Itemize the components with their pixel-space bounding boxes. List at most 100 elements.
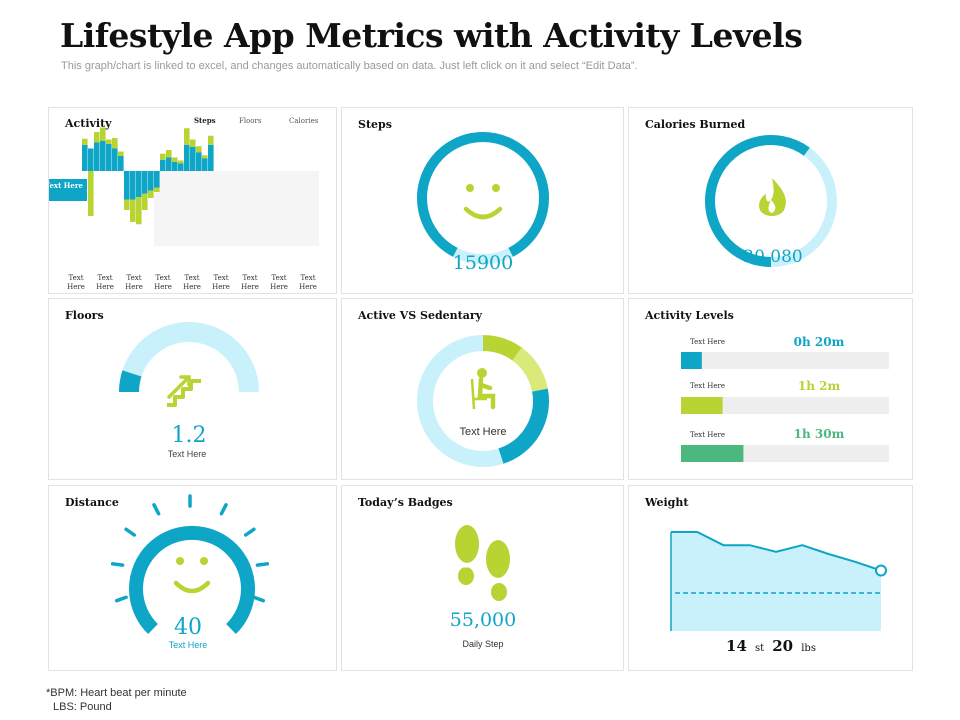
weight-end-marker [875,564,887,577]
steps-value: 15900 [453,252,513,274]
level-fill-3 [681,445,744,462]
weight-lbs-value: 20 [772,637,793,655]
activity-chart[interactable]: Steps Floors Calories Text Here TextHere… [49,108,338,295]
level-label-1: Text Here [690,338,725,346]
sun-ray-8 [252,595,266,603]
smile-left-eye [466,184,474,192]
bar-calories-1 [88,171,94,216]
smile-left-eye-2 [176,557,184,565]
bar-calories-19 [196,146,202,153]
stairs-arrow-icon [167,375,191,399]
steps-card[interactable]: Steps 15900 [341,107,624,294]
legend-calories: Calories [289,117,319,125]
sun-ray-6 [243,527,256,537]
floors-sub: Text Here [168,449,207,459]
active-center-label: Text Here [459,426,506,438]
steps-title: Steps [358,118,392,131]
stairs-icon [167,379,201,407]
bar-steps-12 [154,171,160,188]
distance-value: 40 [174,615,202,640]
level-value-3: 1h 30m [794,427,845,441]
bar-calories-17 [184,128,190,145]
x-tick-label-8: Text [300,274,315,282]
footnote-bpm: *BPM: Heart beat per minute [46,687,187,699]
sun-ray-2 [124,527,137,537]
bar-calories-15 [172,157,178,162]
distance-gauge: 40 Text Here [110,494,270,650]
bar-calories-16 [178,160,184,164]
x-tick-label-3-line2: Here [154,283,172,291]
bar-calories-4 [106,139,112,144]
active-card[interactable]: Active VS Sedentary Text Here [341,298,624,480]
activity-callout-text: Text Here [49,181,83,190]
donut-segment-3 [417,335,504,467]
weight-st-unit: st [755,643,764,654]
bar-steps-21 [208,144,214,171]
bar-calories-14 [166,150,172,158]
floors-arc-progress [119,370,142,393]
x-tick-label-8-line2: Here [299,283,317,291]
x-tick-label-0-line2: Here [67,283,85,291]
bar-steps-19 [196,152,202,171]
bar-calories-3 [100,127,106,141]
bar-steps-5 [112,148,118,171]
distance-arc [129,525,255,635]
weight-card[interactable]: Weight 14 st 20 lbs [628,485,913,671]
calories-value: 20,080 [743,247,802,267]
level-fill-2 [681,397,723,414]
x-tick-label-0: Text [68,274,83,282]
chair-icon [470,378,487,410]
footprints-icon [455,525,510,601]
sun-ray-3 [152,503,161,516]
activity-card[interactable]: Activity Steps Floors Calories Text Here… [48,107,337,294]
donut-segment-2 [498,388,549,464]
legend-floors: Floors [239,117,262,125]
steps-gauge: 15900 [417,132,549,274]
level-value-1: 0h 20m [794,335,845,349]
level-fill-1 [681,352,702,369]
badges-card[interactable]: Today’s Badges 55,000 Daily Step [341,485,624,671]
floors-gauge: 1.2 Text Here [119,322,259,459]
x-tick-label-2: Text [126,274,141,282]
person-body-icon [477,376,496,410]
level-label-2: Text Here [690,382,725,390]
distance-sub: Text Here [169,640,208,650]
smile-right-eye-2 [200,557,208,565]
sun-ray-0 [114,595,128,603]
smile-right-eye [492,184,500,192]
bar-calories-12 [154,187,160,192]
levels-card[interactable]: Activity Levels Text Here 0h 20m Text He… [628,298,913,480]
bar-steps-3 [100,141,106,171]
bar-steps-6 [118,156,124,171]
bar-steps-14 [166,157,172,171]
distance-card[interactable]: Distance 40 Text Here [48,485,337,671]
floors-card[interactable]: Floors 1.2 Text Here [48,298,337,480]
bar-steps-15 [172,162,178,171]
bar-steps-1 [88,148,94,171]
smile-mouth-2 [173,580,211,594]
donut-segment-0 [482,335,522,361]
badges-title: Today’s Badges [358,496,453,509]
weight-chart: 14 st 20 lbs [670,531,887,655]
donut-segment-1 [512,347,548,393]
floors-arc-track [119,322,259,393]
levels-title: Activity Levels [645,309,734,322]
badges-value: 55,000 [450,609,516,631]
bar-steps-8 [130,171,136,200]
x-tick-label-7: Text [271,274,286,282]
x-tick-label-2-line2: Here [125,283,143,291]
bar-steps-0 [82,144,88,171]
bar-steps-11 [148,171,154,191]
weight-st-value: 14 [726,637,747,655]
bar-steps-13 [160,159,166,171]
steps-ring-progress [417,132,549,257]
bar-calories-8 [130,199,136,222]
person-head-icon [477,368,487,378]
floors-title: Floors [65,309,104,322]
x-tick-label-5-line2: Here [212,283,230,291]
calories-card[interactable]: Calories Burned 20,080 [628,107,913,294]
activity-callout-box [49,179,87,201]
x-tick-label-4-line2: Here [183,283,201,291]
distance-title: Distance [65,496,119,509]
bar-steps-10 [142,171,148,194]
